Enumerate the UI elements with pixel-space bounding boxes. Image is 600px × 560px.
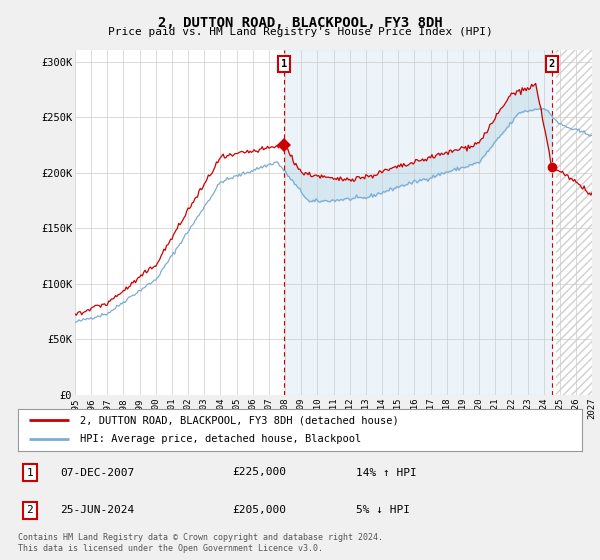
Text: 1: 1 bbox=[281, 59, 287, 69]
Text: 07-DEC-2007: 07-DEC-2007 bbox=[60, 468, 134, 478]
Bar bbox=[284, 50, 552, 395]
Text: £205,000: £205,000 bbox=[232, 505, 286, 515]
Text: 1: 1 bbox=[26, 468, 33, 478]
Text: 2: 2 bbox=[548, 59, 555, 69]
Text: Price paid vs. HM Land Registry's House Price Index (HPI): Price paid vs. HM Land Registry's House … bbox=[107, 27, 493, 37]
Text: Contains HM Land Registry data © Crown copyright and database right 2024.
This d: Contains HM Land Registry data © Crown c… bbox=[18, 533, 383, 553]
Text: £225,000: £225,000 bbox=[232, 468, 286, 478]
Text: 2, DUTTON ROAD, BLACKPOOL, FY3 8DH (detached house): 2, DUTTON ROAD, BLACKPOOL, FY3 8DH (deta… bbox=[80, 415, 399, 425]
Bar bbox=[556, 50, 592, 395]
Text: 14% ↑ HPI: 14% ↑ HPI bbox=[356, 468, 417, 478]
Text: 25-JUN-2024: 25-JUN-2024 bbox=[60, 505, 134, 515]
Text: 5% ↓ HPI: 5% ↓ HPI bbox=[356, 505, 410, 515]
Text: HPI: Average price, detached house, Blackpool: HPI: Average price, detached house, Blac… bbox=[80, 435, 361, 445]
Text: 2, DUTTON ROAD, BLACKPOOL, FY3 8DH: 2, DUTTON ROAD, BLACKPOOL, FY3 8DH bbox=[158, 16, 442, 30]
Text: 2: 2 bbox=[26, 505, 33, 515]
